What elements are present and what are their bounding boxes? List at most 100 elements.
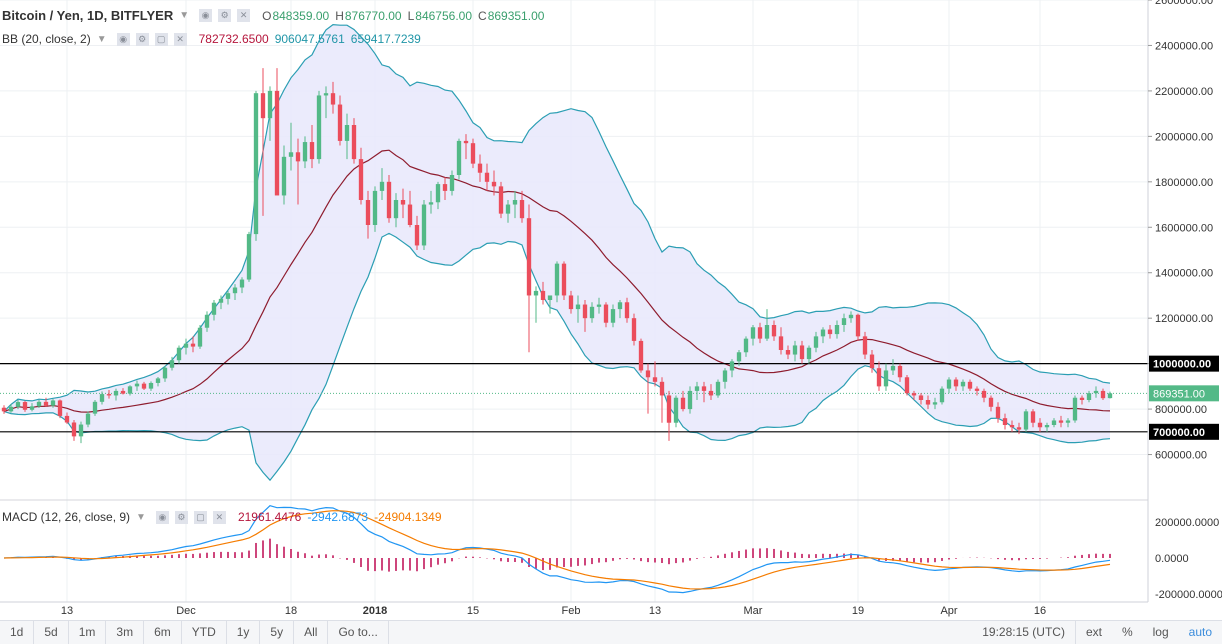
candle-body — [211, 302, 217, 315]
candle-body — [456, 140, 462, 175]
close-icon[interactable]: ✕ — [212, 510, 226, 524]
candle-body — [253, 93, 259, 235]
square-icon[interactable]: ▢ — [193, 510, 207, 524]
candle-body — [750, 327, 756, 339]
timeframe-button-5d[interactable]: 5d — [34, 621, 69, 644]
timeframe-button-6m[interactable]: 6m — [144, 621, 182, 644]
candle-body — [1037, 422, 1043, 428]
candle-body — [673, 397, 679, 423]
timeframe-button-1m[interactable]: 1m — [69, 621, 107, 644]
candle-body — [218, 298, 224, 303]
candle-body — [1002, 418, 1008, 425]
last-price-tag — [1149, 385, 1219, 402]
candle-body — [1009, 425, 1015, 428]
candle-body — [1093, 390, 1099, 394]
candle-body — [526, 218, 532, 296]
candle-body — [330, 93, 336, 105]
candle-body — [981, 390, 987, 398]
candle-body — [960, 381, 966, 387]
low-value: 846756.00 — [415, 8, 473, 23]
candle-body — [85, 413, 91, 425]
candle-body — [29, 406, 35, 410]
candle-body — [624, 302, 630, 319]
candle-body — [260, 93, 266, 119]
timeframe-button-3m[interactable]: 3m — [106, 621, 145, 644]
candle-body — [876, 368, 882, 387]
macd-line — [3, 505, 1111, 594]
log-button[interactable]: log — [1152, 625, 1169, 639]
price-tick-label: 1400000.00 — [1155, 268, 1213, 280]
candle-body — [1086, 393, 1092, 400]
gear-icon[interactable]: ⚙ — [174, 510, 188, 524]
candle-body — [1, 407, 7, 412]
candle-body — [771, 325, 777, 337]
price-tick-label: 1200000.00 — [1155, 313, 1213, 325]
candle-body — [904, 377, 910, 394]
close-icon[interactable]: ✕ — [173, 32, 187, 46]
candle-body — [589, 306, 595, 319]
goto-button[interactable]: Go to... — [328, 621, 389, 644]
bb-label[interactable]: BB (20, close, 2) — [2, 32, 91, 46]
square-icon[interactable]: ▢ — [154, 32, 168, 46]
candle-body — [603, 304, 609, 323]
close-icon[interactable]: ✕ — [237, 9, 251, 22]
time-tick-label: Apr — [940, 605, 957, 617]
candle-body — [680, 397, 686, 410]
candle-body — [932, 402, 938, 405]
macd-dropdown-icon[interactable]: ▼ — [136, 511, 146, 523]
candle-body — [435, 184, 441, 203]
candle-body — [974, 388, 980, 391]
candle-body — [568, 295, 574, 310]
candle-body — [890, 365, 896, 371]
macd-label[interactable]: MACD (12, 26, close, 9) — [2, 510, 131, 524]
timeframe-button-all[interactable]: All — [294, 621, 329, 644]
price-tick-label: 2000000.00 — [1155, 131, 1213, 143]
candle-body — [792, 345, 798, 355]
timeframe-button-1y[interactable]: 1y — [227, 621, 261, 644]
auto-button[interactable]: auto — [1188, 625, 1212, 639]
price-chart[interactable]: 2600000.00 2400000.00 2200000.00 2000000.00… — [0, 0, 1222, 620]
candle-body — [309, 142, 315, 160]
symbol-title[interactable]: Bitcoin / Yen, 1D, BITFLYER — [2, 8, 174, 23]
timeframe-button-5y[interactable]: 5y — [260, 621, 295, 644]
candle-body — [519, 200, 525, 219]
eye-icon[interactable]: ◉ — [116, 32, 130, 46]
candle-body — [617, 302, 623, 310]
candle-body — [323, 93, 329, 96]
candle-body — [99, 394, 105, 402]
macd-histogram-value: 21961.4476 — [237, 510, 302, 524]
candle-body — [687, 390, 693, 410]
candle-body — [848, 314, 854, 319]
time-tick-label: 13 — [649, 605, 661, 617]
candle-body — [953, 379, 959, 387]
candle-body — [491, 181, 497, 187]
price-axis-bg — [1148, 0, 1222, 602]
bb-dropdown-icon[interactable]: ▼ — [96, 33, 107, 45]
eye-icon[interactable]: ◉ — [155, 510, 169, 524]
percent-button[interactable]: % — [1121, 625, 1133, 639]
timeframe-button-1d[interactable]: 1d — [0, 621, 35, 644]
candle-body — [645, 370, 651, 378]
clock[interactable]: 19:28:15 (UTC) — [972, 621, 1076, 644]
candle-body — [652, 377, 658, 382]
candle-body — [918, 395, 924, 400]
candle-body — [344, 125, 350, 141]
symbol-dropdown-icon[interactable]: ▼ — [179, 10, 190, 21]
timeframe-buttons: 1d 5d 1m 3m 6m YTD 1y 5y All — [0, 621, 329, 644]
candle-body — [78, 424, 84, 437]
macd-signal-value: -24904.1349 — [374, 510, 442, 524]
candle-body — [176, 347, 182, 361]
gear-icon[interactable]: ⚙ — [218, 9, 232, 22]
candle-body — [421, 204, 427, 246]
candle-body — [1107, 393, 1113, 399]
candle-body — [820, 329, 826, 337]
candle-body — [57, 400, 63, 416]
timeframe-button-ytd[interactable]: YTD — [182, 621, 227, 644]
ext-button[interactable]: ext — [1085, 625, 1102, 639]
candle-body — [225, 293, 231, 299]
gear-icon[interactable]: ⚙ — [135, 32, 149, 46]
open-key: O — [262, 8, 272, 23]
candle-body — [1058, 420, 1064, 423]
time-tick-label: Feb — [562, 605, 581, 617]
eye-icon[interactable]: ◉ — [199, 9, 213, 22]
